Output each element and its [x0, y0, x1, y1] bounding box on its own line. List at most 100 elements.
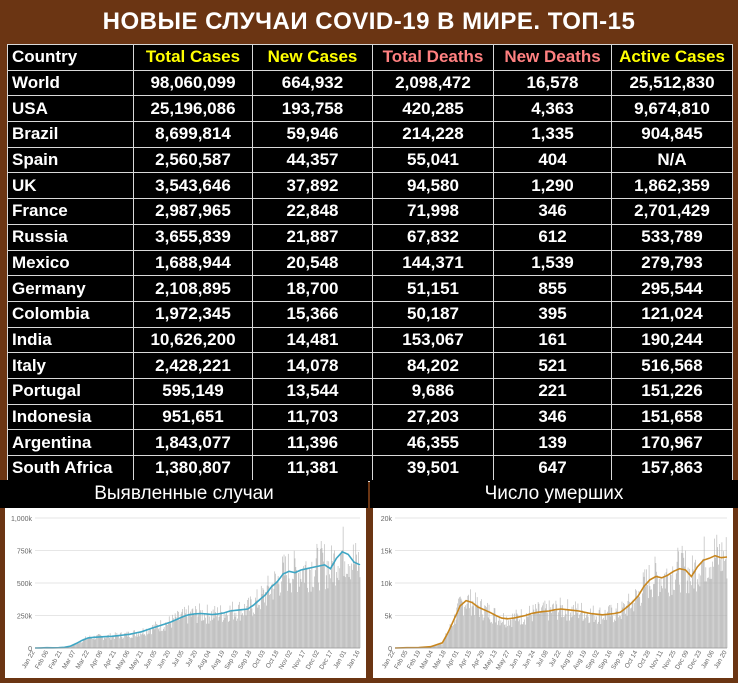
daily-bar: [198, 616, 199, 648]
daily-bar: [452, 626, 453, 648]
daily-bar: [589, 622, 590, 648]
daily-bar: [83, 640, 84, 648]
daily-bar: [684, 567, 685, 648]
daily-bar: [220, 615, 221, 648]
daily-bar: [584, 619, 585, 648]
daily-bar: [122, 637, 123, 648]
value-cell: 151,658: [612, 404, 733, 430]
daily-bar: [225, 614, 226, 648]
daily-bar: [126, 633, 127, 648]
daily-bar: [91, 638, 92, 648]
daily-bar: [593, 606, 594, 648]
daily-bar: [201, 621, 202, 648]
daily-bar: [520, 625, 521, 648]
daily-bar: [607, 612, 608, 648]
daily-bar: [589, 623, 590, 648]
daily-bar: [556, 601, 557, 648]
daily-bar: [164, 627, 165, 648]
daily-bar: [350, 579, 351, 648]
daily-bar: [629, 602, 630, 648]
daily-bar: [565, 609, 566, 648]
daily-bar: [224, 613, 225, 648]
daily-bar: [442, 644, 443, 648]
value-cell: 161: [494, 327, 612, 353]
daily-bar: [262, 594, 263, 648]
daily-bar: [451, 627, 452, 648]
daily-bar: [292, 579, 293, 648]
daily-bar: [233, 619, 234, 648]
value-cell: 170,967: [612, 430, 733, 456]
daily-bar: [666, 572, 667, 648]
daily-bar: [80, 641, 81, 648]
daily-bar: [303, 566, 304, 648]
daily-bar: [79, 643, 80, 648]
value-cell: 1,335: [494, 122, 612, 148]
daily-bar: [488, 617, 489, 648]
daily-bar: [281, 581, 282, 648]
daily-bar: [252, 616, 253, 648]
daily-bar: [648, 598, 649, 648]
daily-bar: [658, 596, 659, 648]
daily-bar: [103, 640, 104, 648]
daily-bar: [451, 625, 452, 648]
value-cell: 1,688,944: [134, 250, 253, 276]
daily-bar: [226, 612, 227, 648]
daily-bar: [535, 604, 536, 648]
daily-bar: [109, 638, 110, 648]
daily-bar: [610, 616, 611, 648]
daily-bar: [218, 621, 219, 648]
daily-bar: [524, 619, 525, 648]
daily-bar: [160, 620, 161, 648]
daily-bar: [484, 605, 485, 648]
daily-bar: [312, 562, 313, 648]
country-cell: Spain: [8, 147, 134, 173]
daily-bar: [357, 571, 358, 648]
daily-bar: [114, 639, 115, 648]
daily-bar: [216, 616, 217, 648]
daily-bar: [579, 615, 580, 648]
daily-bar: [695, 563, 696, 648]
x-tick-label: Mar 22: [75, 649, 91, 670]
daily-bar: [561, 605, 562, 648]
daily-bar: [597, 624, 598, 648]
daily-bar: [355, 543, 356, 648]
country-cell: Russia: [8, 224, 134, 250]
daily-bar: [505, 624, 506, 648]
daily-bar: [571, 617, 572, 648]
daily-bar: [323, 561, 324, 648]
daily-bar: [207, 605, 208, 648]
value-cell: 25,196,086: [134, 96, 253, 122]
daily-bar: [254, 614, 255, 648]
daily-bar: [157, 625, 158, 648]
daily-bar: [685, 551, 686, 648]
country-cell: Indonesia: [8, 404, 134, 430]
daily-bar: [232, 602, 233, 648]
daily-bar: [664, 574, 665, 648]
daily-bar: [567, 621, 568, 648]
value-cell: 98,060,099: [134, 70, 253, 96]
daily-bar: [449, 631, 450, 648]
daily-bar: [724, 561, 725, 648]
daily-bar: [549, 600, 550, 648]
daily-bar: [476, 607, 477, 648]
daily-bar: [670, 574, 671, 648]
value-cell: 647: [494, 456, 612, 482]
daily-bar: [105, 638, 106, 648]
daily-bar: [717, 535, 718, 648]
column-header: Total Deaths: [373, 45, 494, 71]
daily-bar: [689, 569, 690, 648]
daily-bar: [595, 620, 596, 648]
daily-bar: [256, 600, 257, 648]
value-cell: 404: [494, 147, 612, 173]
daily-bar: [678, 548, 679, 648]
daily-bar: [269, 586, 270, 648]
daily-bar: [634, 611, 635, 648]
daily-bar: [206, 624, 207, 648]
daily-bar: [132, 638, 133, 648]
daily-bar: [720, 559, 721, 648]
daily-bar: [667, 576, 668, 648]
